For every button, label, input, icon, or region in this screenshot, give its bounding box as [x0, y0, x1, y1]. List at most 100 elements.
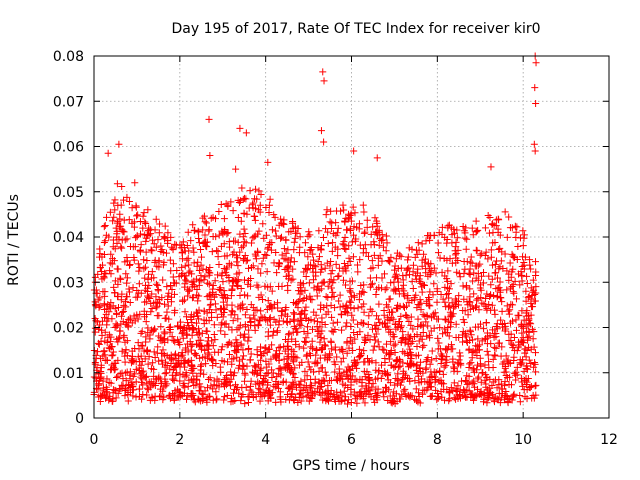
data-point [268, 287, 276, 295]
data-point [137, 352, 145, 360]
data-point [155, 229, 163, 237]
data-point [205, 267, 213, 275]
data-point [265, 240, 273, 248]
data-point [290, 315, 298, 323]
data-point [210, 330, 218, 338]
data-point [141, 218, 149, 226]
data-point [485, 358, 493, 366]
data-point [405, 334, 413, 342]
data-point [202, 360, 210, 368]
data-point [183, 313, 191, 321]
data-point [509, 288, 517, 296]
data-point [129, 284, 137, 292]
data-point [207, 214, 215, 222]
data-point [418, 335, 426, 343]
data-point [363, 368, 371, 376]
data-point [383, 239, 391, 247]
data-point [275, 259, 283, 267]
data-point [187, 313, 195, 321]
data-point [227, 394, 235, 402]
data-point [353, 358, 361, 366]
data-point [349, 203, 357, 211]
data-point [147, 246, 155, 254]
data-point [527, 382, 535, 390]
data-point [532, 283, 540, 291]
data-point [368, 307, 376, 315]
data-point [275, 317, 283, 325]
data-point [112, 320, 120, 328]
data-point [306, 295, 314, 303]
data-point [400, 387, 408, 395]
data-point [324, 228, 332, 236]
data-point [387, 338, 395, 346]
data-point [203, 398, 211, 406]
data-point [211, 300, 219, 308]
data-point [252, 393, 260, 401]
data-point [197, 246, 205, 254]
data-point [247, 239, 255, 247]
data-point [95, 340, 103, 348]
data-point [257, 356, 265, 364]
data-point [93, 364, 101, 372]
data-point [422, 364, 430, 372]
data-point [531, 382, 539, 390]
data-point [143, 256, 151, 264]
data-point [331, 360, 339, 368]
data-point [516, 391, 524, 399]
data-point [493, 395, 501, 403]
data-point [185, 322, 193, 330]
data-point [285, 330, 293, 338]
data-point [307, 246, 315, 254]
data-point [441, 233, 449, 241]
data-point [147, 300, 155, 308]
data-point [346, 258, 354, 266]
data-point [111, 289, 119, 297]
data-point [102, 270, 110, 278]
data-point [331, 304, 339, 312]
data-point [392, 374, 400, 382]
data-point [467, 359, 475, 367]
data-point [415, 351, 423, 359]
data-point [319, 234, 327, 242]
data-point [373, 312, 381, 320]
data-point [431, 309, 439, 317]
data-point [447, 280, 455, 288]
data-point [204, 354, 212, 362]
data-point [296, 290, 304, 298]
data-point [525, 356, 533, 364]
data-point [198, 390, 206, 398]
data-point [255, 187, 263, 195]
data-point [133, 212, 141, 220]
data-point [289, 309, 297, 317]
data-point [162, 249, 170, 257]
data-point [323, 206, 331, 214]
data-point [181, 373, 189, 381]
data-point [505, 336, 513, 344]
data-point [481, 361, 489, 369]
data-point [150, 379, 158, 387]
data-point [474, 262, 482, 270]
data-point [205, 334, 213, 342]
data-point [486, 384, 494, 392]
data-point [477, 294, 485, 302]
data-point [206, 301, 214, 309]
data-point [144, 293, 152, 301]
data-point [194, 227, 202, 235]
data-point [96, 302, 104, 310]
data-point [469, 231, 477, 239]
data-point [99, 377, 107, 385]
data-point [466, 326, 474, 334]
data-point [183, 277, 191, 285]
data-point [423, 313, 431, 321]
data-point [206, 264, 214, 272]
data-point [350, 388, 358, 396]
data-point [509, 252, 517, 260]
data-point [313, 292, 321, 300]
data-point [401, 339, 409, 347]
data-point [197, 362, 205, 370]
data-point [243, 210, 251, 218]
data-point [476, 284, 484, 292]
data-point [240, 238, 248, 246]
data-point [381, 319, 389, 327]
data-point [137, 329, 145, 337]
